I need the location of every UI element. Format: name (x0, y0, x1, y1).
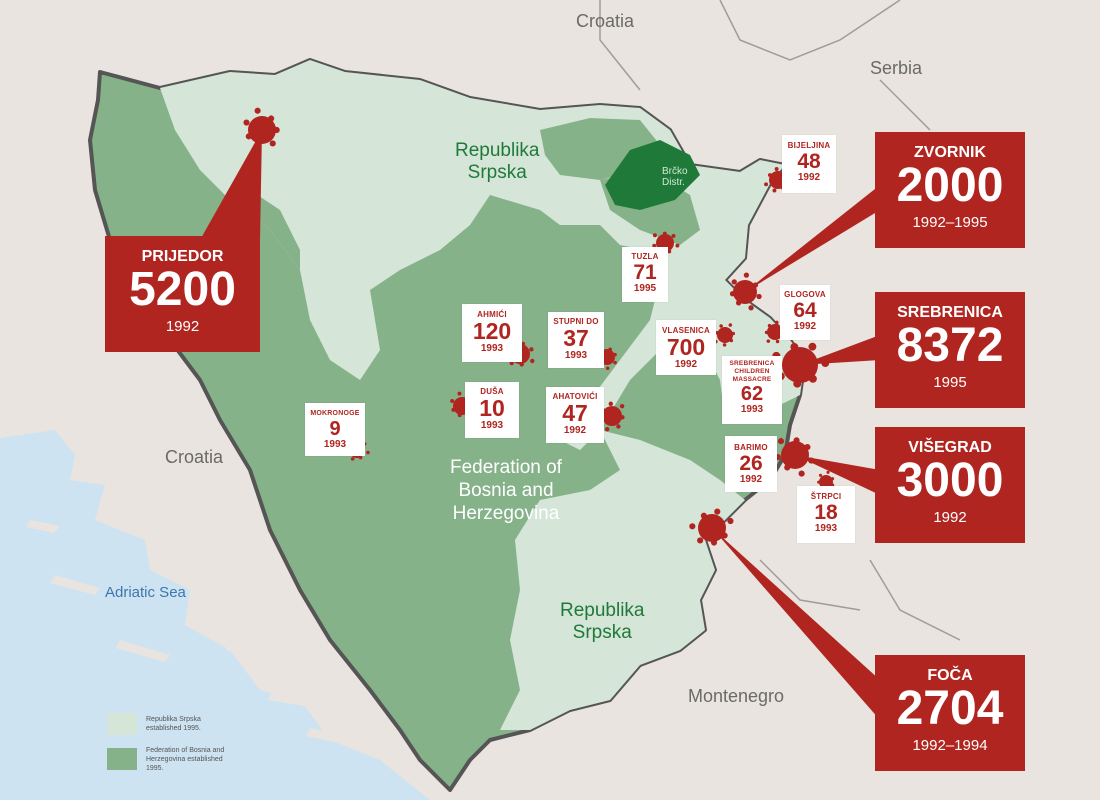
site-name: VLASENICA (661, 326, 711, 335)
site-box-ahatovici: AHATOVIĆI 47 1992 (546, 387, 604, 443)
site-name: DUŠA (480, 387, 504, 396)
blood-splat-marker (774, 437, 815, 477)
site-years: 1992–1995 (912, 214, 988, 231)
blood-splat-marker (689, 508, 734, 546)
site-years: 1992–1994 (912, 737, 988, 754)
site-name: VIŠEGRAD (908, 439, 992, 456)
site-box-bijeljina: BIJELJINA 48 1992 (782, 135, 836, 193)
site-name: MOKRONOGE (310, 410, 360, 417)
site-years: 1992 (563, 425, 587, 436)
legend-federation-text: Federation of Bosnia and Herzegovina est… (146, 747, 225, 772)
site-name: ZVORNIK (914, 144, 986, 161)
site-years: 1992 (165, 318, 200, 335)
site-box-vlasenica: VLASENICA 700 1992 (656, 320, 716, 375)
site-box-zvornik: ZVORNIK 2000 1992–1995 (875, 132, 1025, 248)
site-years: 1993 (814, 523, 838, 534)
site-years: 1993 (740, 404, 764, 415)
label-federation: Federation of Bosnia and Herzegovina (450, 457, 562, 524)
republika-srpska-south-area (500, 430, 745, 730)
pointer-beams (200, 130, 880, 720)
site-name: FOČA (927, 667, 973, 684)
site-box-stupni-do: STUPNI DO 37 1993 (548, 312, 604, 368)
site-box-visegrad: VIŠEGRAD 3000 1992 (875, 427, 1025, 543)
site-box-srebrenica-children: SREBRENICA CHILDREN MASSACRE 62 1993 (722, 356, 782, 424)
site-name: AHATOVIĆI (552, 392, 598, 401)
site-years: 1995 (633, 283, 657, 294)
site-box-strpci: ŠTRPCI 18 1993 (797, 486, 855, 543)
site-name: AHMIĆI (477, 310, 507, 319)
site-box-srebrenica: SREBRENICA 8372 1995 (875, 292, 1025, 408)
site-victims: 47 (562, 400, 588, 426)
site-years: 1993 (480, 420, 504, 431)
site-years: 1992 (793, 321, 817, 332)
label-montenegro: Montenegro (688, 686, 785, 706)
site-victims: 48 (797, 150, 821, 173)
site-years: 1992 (674, 359, 698, 370)
site-victims: 37 (563, 325, 589, 351)
site-markers (243, 107, 835, 546)
site-years: 1995 (933, 374, 967, 391)
blood-splat-marker (729, 272, 762, 311)
country-borders (599, 0, 961, 641)
site-victims: 71 (633, 261, 657, 284)
site-victims: 18 (814, 501, 838, 524)
label-republika-srpska-north: Republika Srpska (455, 140, 540, 183)
site-years: 1993 (323, 439, 347, 450)
site-victims: 64 (793, 299, 817, 322)
site-years: 1993 (564, 350, 588, 361)
legend-swatch-rs (107, 713, 137, 735)
blood-splat-marker (243, 107, 280, 153)
site-victims: 2704 (896, 682, 1004, 735)
site-box-foca: FOČA 2704 1992–1994 (875, 655, 1025, 771)
site-years: 1992 (933, 509, 967, 526)
site-victims: 9 (329, 418, 341, 440)
site-name: BARIMO (734, 443, 768, 452)
site-name: ŠTRPCI (810, 492, 842, 501)
adriatic-sea-area (0, 430, 430, 800)
label-croatia-north: Croatia (576, 11, 635, 31)
site-name: SREBRENICA (897, 304, 1003, 321)
site-box-tuzla: TUZLA 71 1995 (622, 247, 668, 302)
site-box-dusa: DUŠA 10 1993 (465, 382, 519, 438)
site-years: 1992 (739, 474, 763, 485)
site-name: PRIJEDOR (141, 248, 224, 265)
site-victims: 62 (740, 383, 764, 405)
site-victims: 26 (739, 452, 763, 475)
label-republika-srpska-south: Republika Srpska (560, 600, 645, 643)
site-victims: 10 (479, 395, 505, 421)
brcko-district-area (605, 140, 700, 210)
site-victims: 3000 (896, 454, 1004, 507)
blood-splat-marker (599, 401, 625, 432)
site-victims: 5200 (129, 263, 236, 316)
site-box-mokronoge: MOKRONOGE 9 1993 (305, 403, 365, 456)
site-victims: 120 (472, 318, 512, 344)
site-box-glogova: GLOGOVA 64 1992 (780, 285, 830, 340)
legend-rs-text: Republika Srpska established 1995. (146, 716, 201, 732)
site-name: STUPNI DO (553, 317, 599, 326)
site-name: BIJELJINA (787, 141, 831, 150)
site-victims: 8372 (896, 319, 1004, 372)
site-box-prijedor: PRIJEDOR 5200 1992 (105, 236, 260, 352)
site-box-ahmici: AHMIĆI 120 1993 (462, 304, 522, 362)
label-brcko-district: Brčko Distr. (662, 166, 688, 188)
site-name: SREBRENICA CHILDREN MASSACRE (729, 360, 775, 383)
label-adriatic-sea: Adriatic Sea (105, 584, 186, 601)
legend-swatch-federation (107, 748, 137, 770)
site-name: TUZLA (631, 252, 659, 261)
site-victims: 2000 (896, 159, 1004, 212)
site-box-barimo: BARIMO 26 1992 (725, 436, 777, 492)
site-name: GLOGOVA (784, 290, 826, 299)
label-serbia: Serbia (870, 58, 923, 78)
islands (26, 470, 355, 745)
label-croatia-west: Croatia (165, 447, 224, 467)
site-years: 1993 (480, 343, 504, 354)
site-years: 1992 (797, 172, 821, 183)
site-victims: 700 (666, 334, 706, 360)
